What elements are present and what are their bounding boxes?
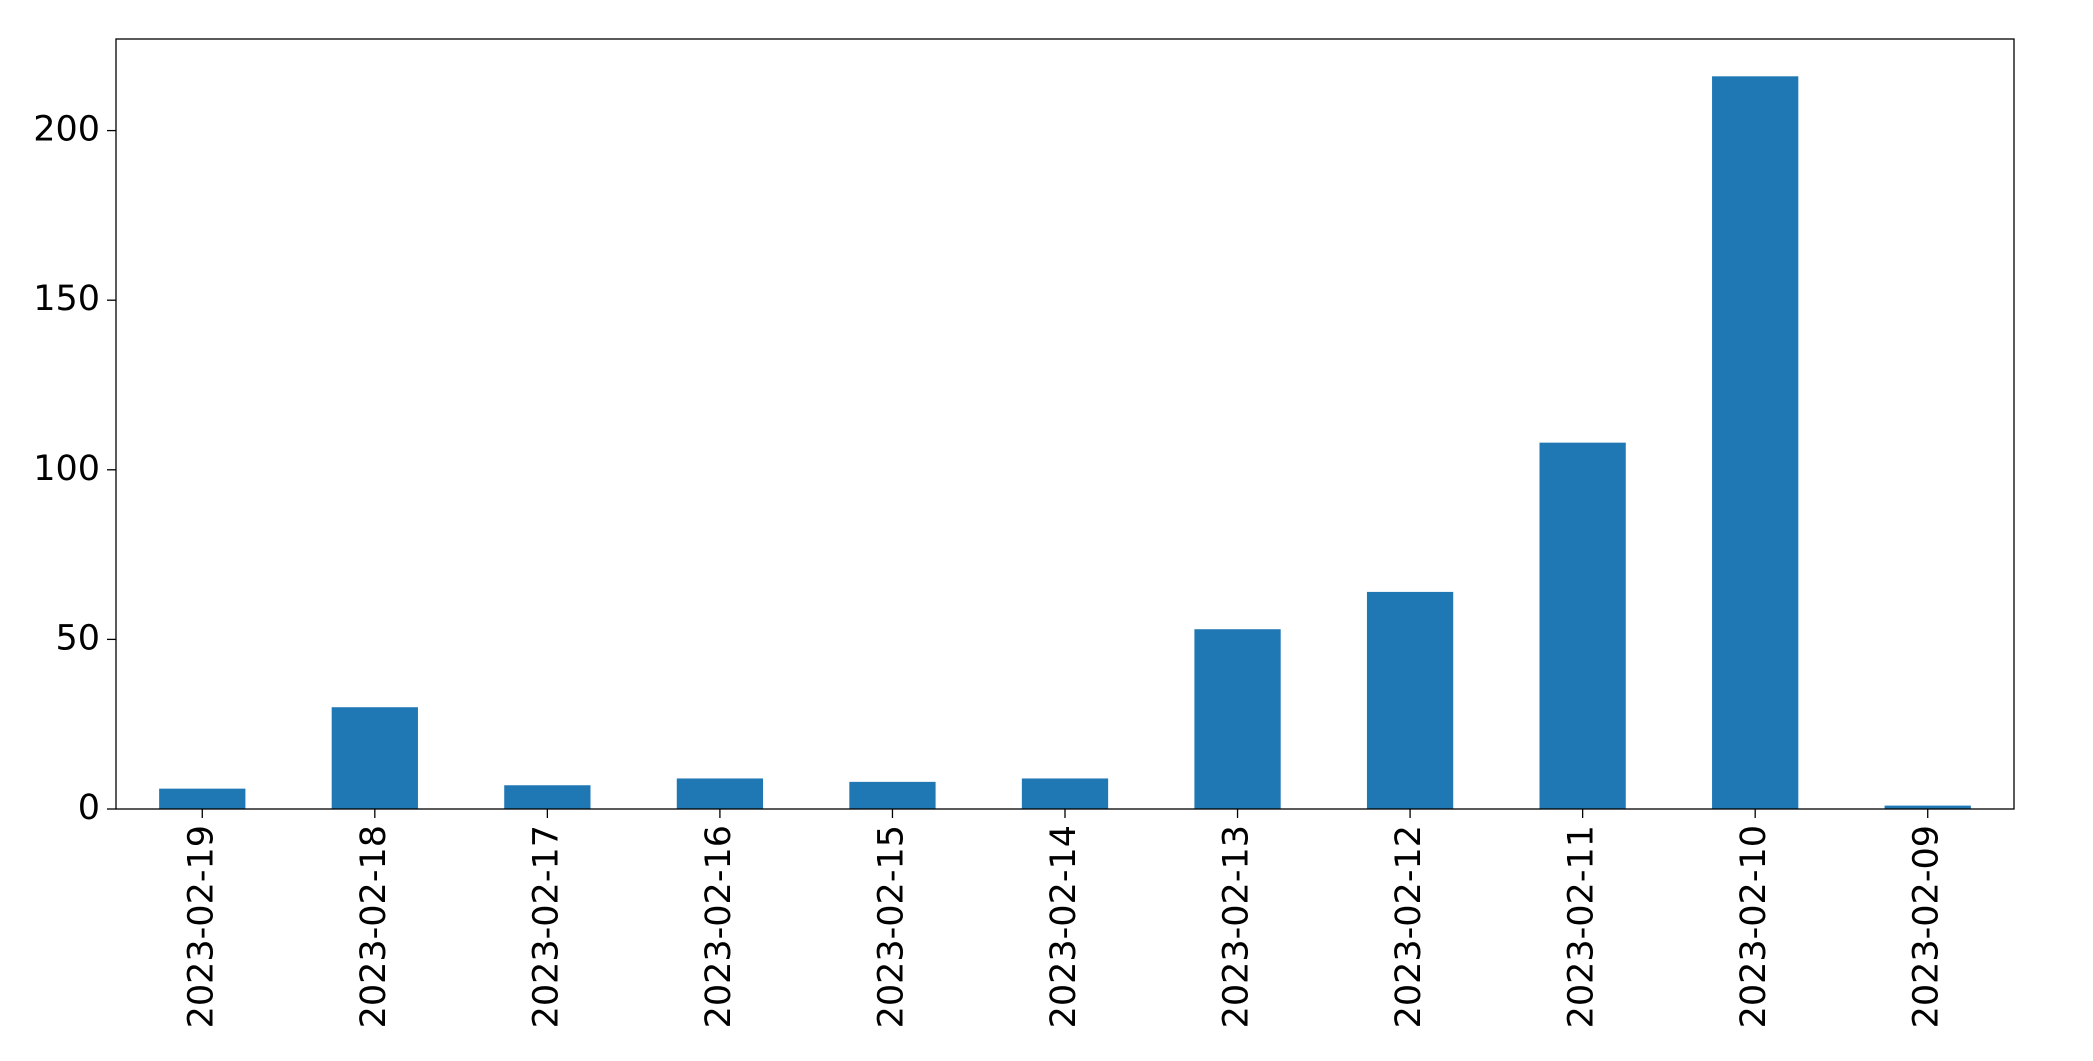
bar [1021,778,1109,809]
bar [331,707,418,809]
bar [1539,442,1626,809]
x-tick-label: 2023-02-14 [1044,825,1084,1028]
bar [159,788,246,809]
y-tick-label: 0 [78,788,100,828]
x-tick-label: 2023-02-11 [1562,825,1602,1028]
x-tick-label: 2023-02-12 [1389,825,1429,1028]
x-tick-label: 2023-02-10 [1734,825,1774,1028]
bar [849,781,936,809]
y-tick-label: 150 [33,279,100,319]
plot-frame [115,38,2015,810]
x-tick-label: 2023-02-17 [526,825,566,1028]
bar [1194,629,1281,809]
bar [1884,805,1971,809]
y-tick-label: 50 [55,618,100,658]
x-tick-label: 2023-02-13 [1217,825,1257,1028]
y-tick-label: 100 [33,449,100,489]
y-tick-label: 200 [33,110,100,150]
x-tick-label: 2023-02-19 [181,825,221,1028]
bar [1712,76,1799,810]
x-tick-label: 2023-02-16 [699,825,739,1028]
x-tick-label: 2023-02-09 [1907,825,1947,1028]
bar [504,785,591,809]
x-tick-label: 2023-02-18 [354,825,394,1028]
x-tick-label: 2023-02-15 [871,825,911,1028]
bar [1366,591,1454,809]
bar [676,778,764,809]
